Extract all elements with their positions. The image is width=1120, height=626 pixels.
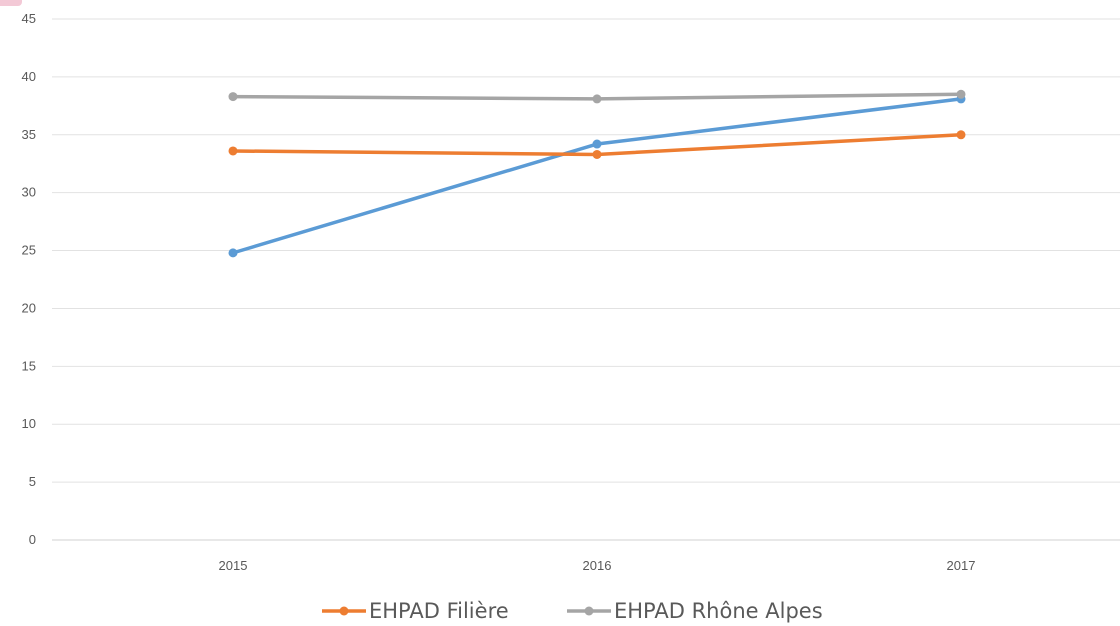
y-tick-label: 15 (22, 358, 36, 373)
y-tick-label: 5 (29, 474, 36, 489)
y-tick-label: 40 (22, 69, 36, 84)
data-point (592, 139, 602, 149)
y-tick-label: 30 (22, 185, 36, 200)
y-tick-label: 25 (22, 243, 36, 258)
y-tick-label: 10 (22, 416, 36, 431)
data-point (956, 89, 966, 99)
x-tick-label: 2016 (583, 558, 612, 573)
y-tick-label: 20 (22, 300, 36, 315)
y-axis-ticks: 0 5 10 15 20 25 30 35 40 45 (22, 11, 36, 547)
data-point (228, 248, 238, 258)
data-point (592, 149, 602, 159)
y-tick-label: 0 (29, 532, 36, 547)
x-axis-ticks: 2015 2016 2017 (219, 558, 976, 573)
x-tick-label: 2017 (947, 558, 976, 573)
legend: EHPAD Filière EHPAD Rhône Alpes (322, 599, 823, 623)
legend-label: EHPAD Rhône Alpes (614, 599, 823, 623)
legend-marker (339, 606, 349, 616)
data-point (592, 94, 602, 104)
data-point (956, 130, 966, 140)
data-point (228, 92, 238, 102)
y-tick-label: 35 (22, 127, 36, 142)
corner-marker (0, 0, 22, 6)
legend-label: EHPAD Filière (369, 599, 509, 623)
x-tick-label: 2015 (219, 558, 248, 573)
series-line-0 (231, 97, 963, 255)
legend-marker (584, 606, 594, 616)
y-tick-label: 45 (22, 11, 36, 26)
data-point (228, 146, 238, 156)
series-lines (228, 89, 966, 258)
